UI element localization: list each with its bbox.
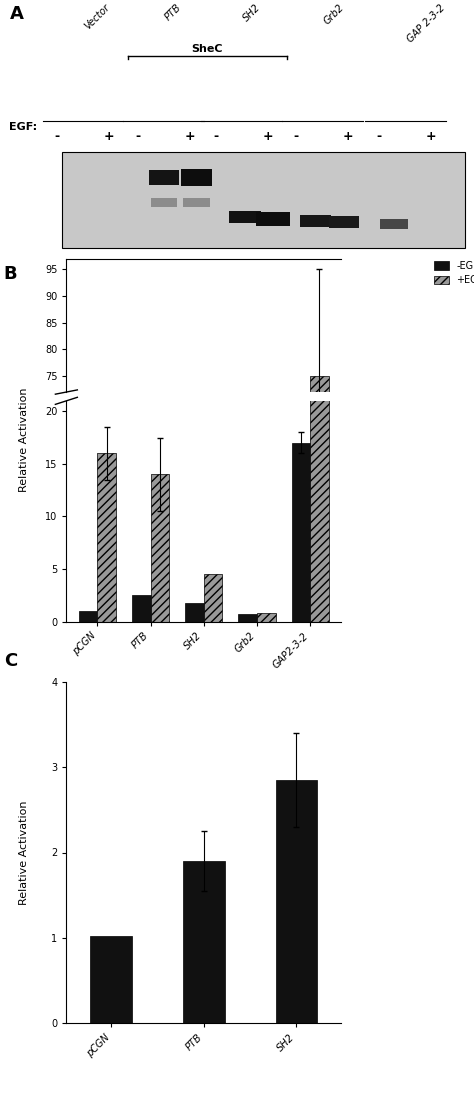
Text: Vector: Vector xyxy=(83,2,112,32)
Bar xyxy=(98,691,116,777)
Bar xyxy=(292,685,310,777)
Bar xyxy=(185,767,204,777)
Bar xyxy=(182,169,212,186)
Text: +: + xyxy=(343,130,354,143)
Text: -: - xyxy=(55,130,59,143)
Bar xyxy=(132,595,151,621)
Text: +: + xyxy=(184,130,195,143)
Text: -: - xyxy=(213,130,218,143)
Bar xyxy=(79,610,98,621)
Bar xyxy=(301,216,330,227)
Text: Grb2: Grb2 xyxy=(322,2,346,26)
Text: C: C xyxy=(4,652,17,670)
Bar xyxy=(238,614,257,622)
Text: SH2: SH2 xyxy=(242,2,263,24)
Bar xyxy=(310,376,329,777)
Text: GAP 2-3-2: GAP 2-3-2 xyxy=(405,2,447,44)
Bar xyxy=(380,219,408,229)
Text: B: B xyxy=(4,264,18,283)
Bar xyxy=(79,771,98,777)
Bar xyxy=(204,752,222,777)
Legend: -EGF, +EGF: -EGF, +EGF xyxy=(430,256,474,289)
Bar xyxy=(183,861,225,1023)
Bar xyxy=(292,443,310,621)
Text: SheC: SheC xyxy=(191,44,223,54)
Bar xyxy=(204,574,222,622)
Text: +: + xyxy=(263,130,273,143)
Text: SheC: SheC xyxy=(164,754,190,763)
Bar xyxy=(98,453,116,622)
Text: Relative Activation: Relative Activation xyxy=(18,801,29,904)
Bar xyxy=(151,474,169,621)
Bar xyxy=(275,780,317,1023)
Text: +: + xyxy=(104,130,114,143)
Bar xyxy=(238,773,257,777)
Bar xyxy=(185,603,204,622)
Text: Relative Activation: Relative Activation xyxy=(18,388,29,493)
Text: -: - xyxy=(294,130,299,143)
Bar xyxy=(132,763,151,777)
Bar xyxy=(310,0,329,621)
Bar xyxy=(91,936,132,1023)
Bar xyxy=(151,198,177,207)
Bar xyxy=(257,613,275,621)
Text: EGF:: EGF: xyxy=(9,121,37,132)
Bar xyxy=(183,198,210,207)
Bar xyxy=(328,217,359,228)
Bar xyxy=(257,772,275,777)
Text: PTB: PTB xyxy=(164,2,184,23)
Text: +: + xyxy=(426,130,437,143)
Text: -: - xyxy=(377,130,382,143)
Bar xyxy=(256,212,290,226)
Bar xyxy=(62,152,465,248)
Text: -: - xyxy=(135,130,140,143)
Text: A: A xyxy=(9,6,23,23)
Bar xyxy=(229,211,261,223)
Bar xyxy=(151,702,169,777)
Bar xyxy=(149,170,180,186)
